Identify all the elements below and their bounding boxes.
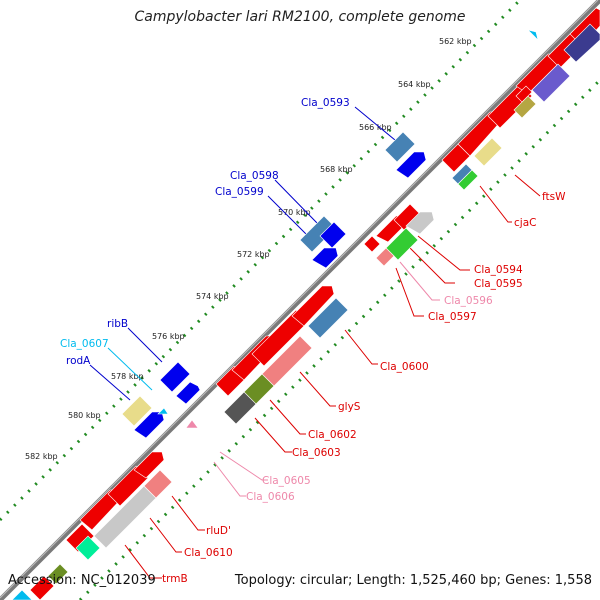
kbp-tick-label: 562 kbp — [439, 37, 472, 46]
gene-arrow — [175, 381, 201, 405]
gene-arrow — [107, 465, 149, 507]
gene-arrow — [473, 137, 503, 167]
outer-dotted-ring — [0, 0, 523, 522]
map-title: Campylobacter lari RM2100, complete geno… — [134, 9, 466, 25]
gene-arrow — [319, 221, 347, 249]
gene-label: Cla_0602 — [308, 429, 357, 441]
gene-label: Cla_0607 — [60, 338, 109, 350]
gene-arrow — [307, 297, 349, 339]
kbp-tick-label: 568 kbp — [320, 165, 353, 174]
gene-arrow — [11, 589, 33, 600]
gene-arrow — [133, 451, 165, 479]
gene-label: glyS — [338, 401, 361, 413]
gene-arrow — [29, 575, 55, 600]
gene-arrow — [395, 151, 427, 179]
gene-label: rodA — [66, 355, 91, 367]
gene-arrow — [143, 469, 173, 499]
gene-arrow — [121, 395, 153, 427]
gene-arrow — [363, 235, 381, 253]
inner-genes-row3 — [185, 285, 349, 429]
gene-label: Cla_0598 — [230, 170, 279, 182]
gene-arrow — [159, 361, 191, 393]
inner-genes-row4 — [11, 451, 173, 600]
genome-summary: Topology: circular; Length: 1,525,460 bp… — [234, 573, 592, 588]
kbp-tick-label: 582 kbp — [25, 452, 58, 461]
gene-label: ribB — [107, 318, 128, 330]
kbp-tick-label: 570 kbp — [278, 208, 311, 217]
gene-label: Cla_0600 — [380, 361, 429, 373]
gene-arrow — [311, 247, 339, 269]
kbp-tick-label: 580 kbp — [68, 411, 101, 420]
gene-arrow — [405, 211, 435, 235]
kbp-tick-label: 572 kbp — [237, 250, 270, 259]
kbp-tick-label: 576 kbp — [152, 332, 185, 341]
gene-label: ftsW — [542, 191, 566, 203]
gene-label: Cla_0599 — [215, 186, 264, 198]
gene-label: Cla_0596 — [444, 295, 493, 307]
gene-label: Cla_0597 — [428, 311, 477, 323]
inner-genes-row1 — [441, 7, 600, 191]
gene-label: trmB — [162, 573, 188, 585]
accession-label: Accession: NC_012039 — [8, 573, 156, 588]
gene-arrow — [133, 411, 165, 439]
gene-arrow — [47, 563, 69, 585]
label-connectors — [89, 106, 541, 579]
gene-arrow — [75, 535, 101, 561]
gene-label: Cla_0593 — [301, 97, 350, 109]
gene-arrow — [527, 29, 539, 41]
gene-arrow — [384, 131, 416, 163]
inner-dotted-ring — [78, 77, 600, 600]
gene-arrow — [457, 169, 479, 191]
kbp-tick-label: 574 kbp — [196, 292, 229, 301]
kbp-tick-label: 566 kbp — [359, 123, 392, 132]
gene-label: Cla_0606 — [246, 491, 295, 503]
kbp-tick-label: 564 kbp — [398, 80, 431, 89]
gene-label: cjaC — [514, 217, 536, 229]
gene-label: Cla_0603 — [292, 447, 341, 459]
gene-label: Cla_0610 — [184, 547, 233, 559]
gene-arrow — [223, 391, 257, 425]
inner-genes-row2 — [363, 203, 435, 267]
outer-genes — [121, 131, 427, 439]
gene-arrow — [531, 63, 571, 103]
gene-arrow — [515, 85, 533, 103]
gene-arrow — [291, 285, 335, 327]
gene-arrow — [375, 247, 395, 267]
gene-arrow — [563, 23, 600, 63]
gene-arrow — [185, 419, 199, 429]
gene-label: rluD' — [206, 525, 231, 537]
gene-label: Cla_0595 — [474, 278, 523, 290]
kbp-tick-label: 578 kbp — [111, 372, 144, 381]
gene-label: Cla_0605 — [262, 475, 311, 487]
gene-arrow — [157, 407, 169, 415]
gene-label: Cla_0594 — [474, 264, 523, 276]
